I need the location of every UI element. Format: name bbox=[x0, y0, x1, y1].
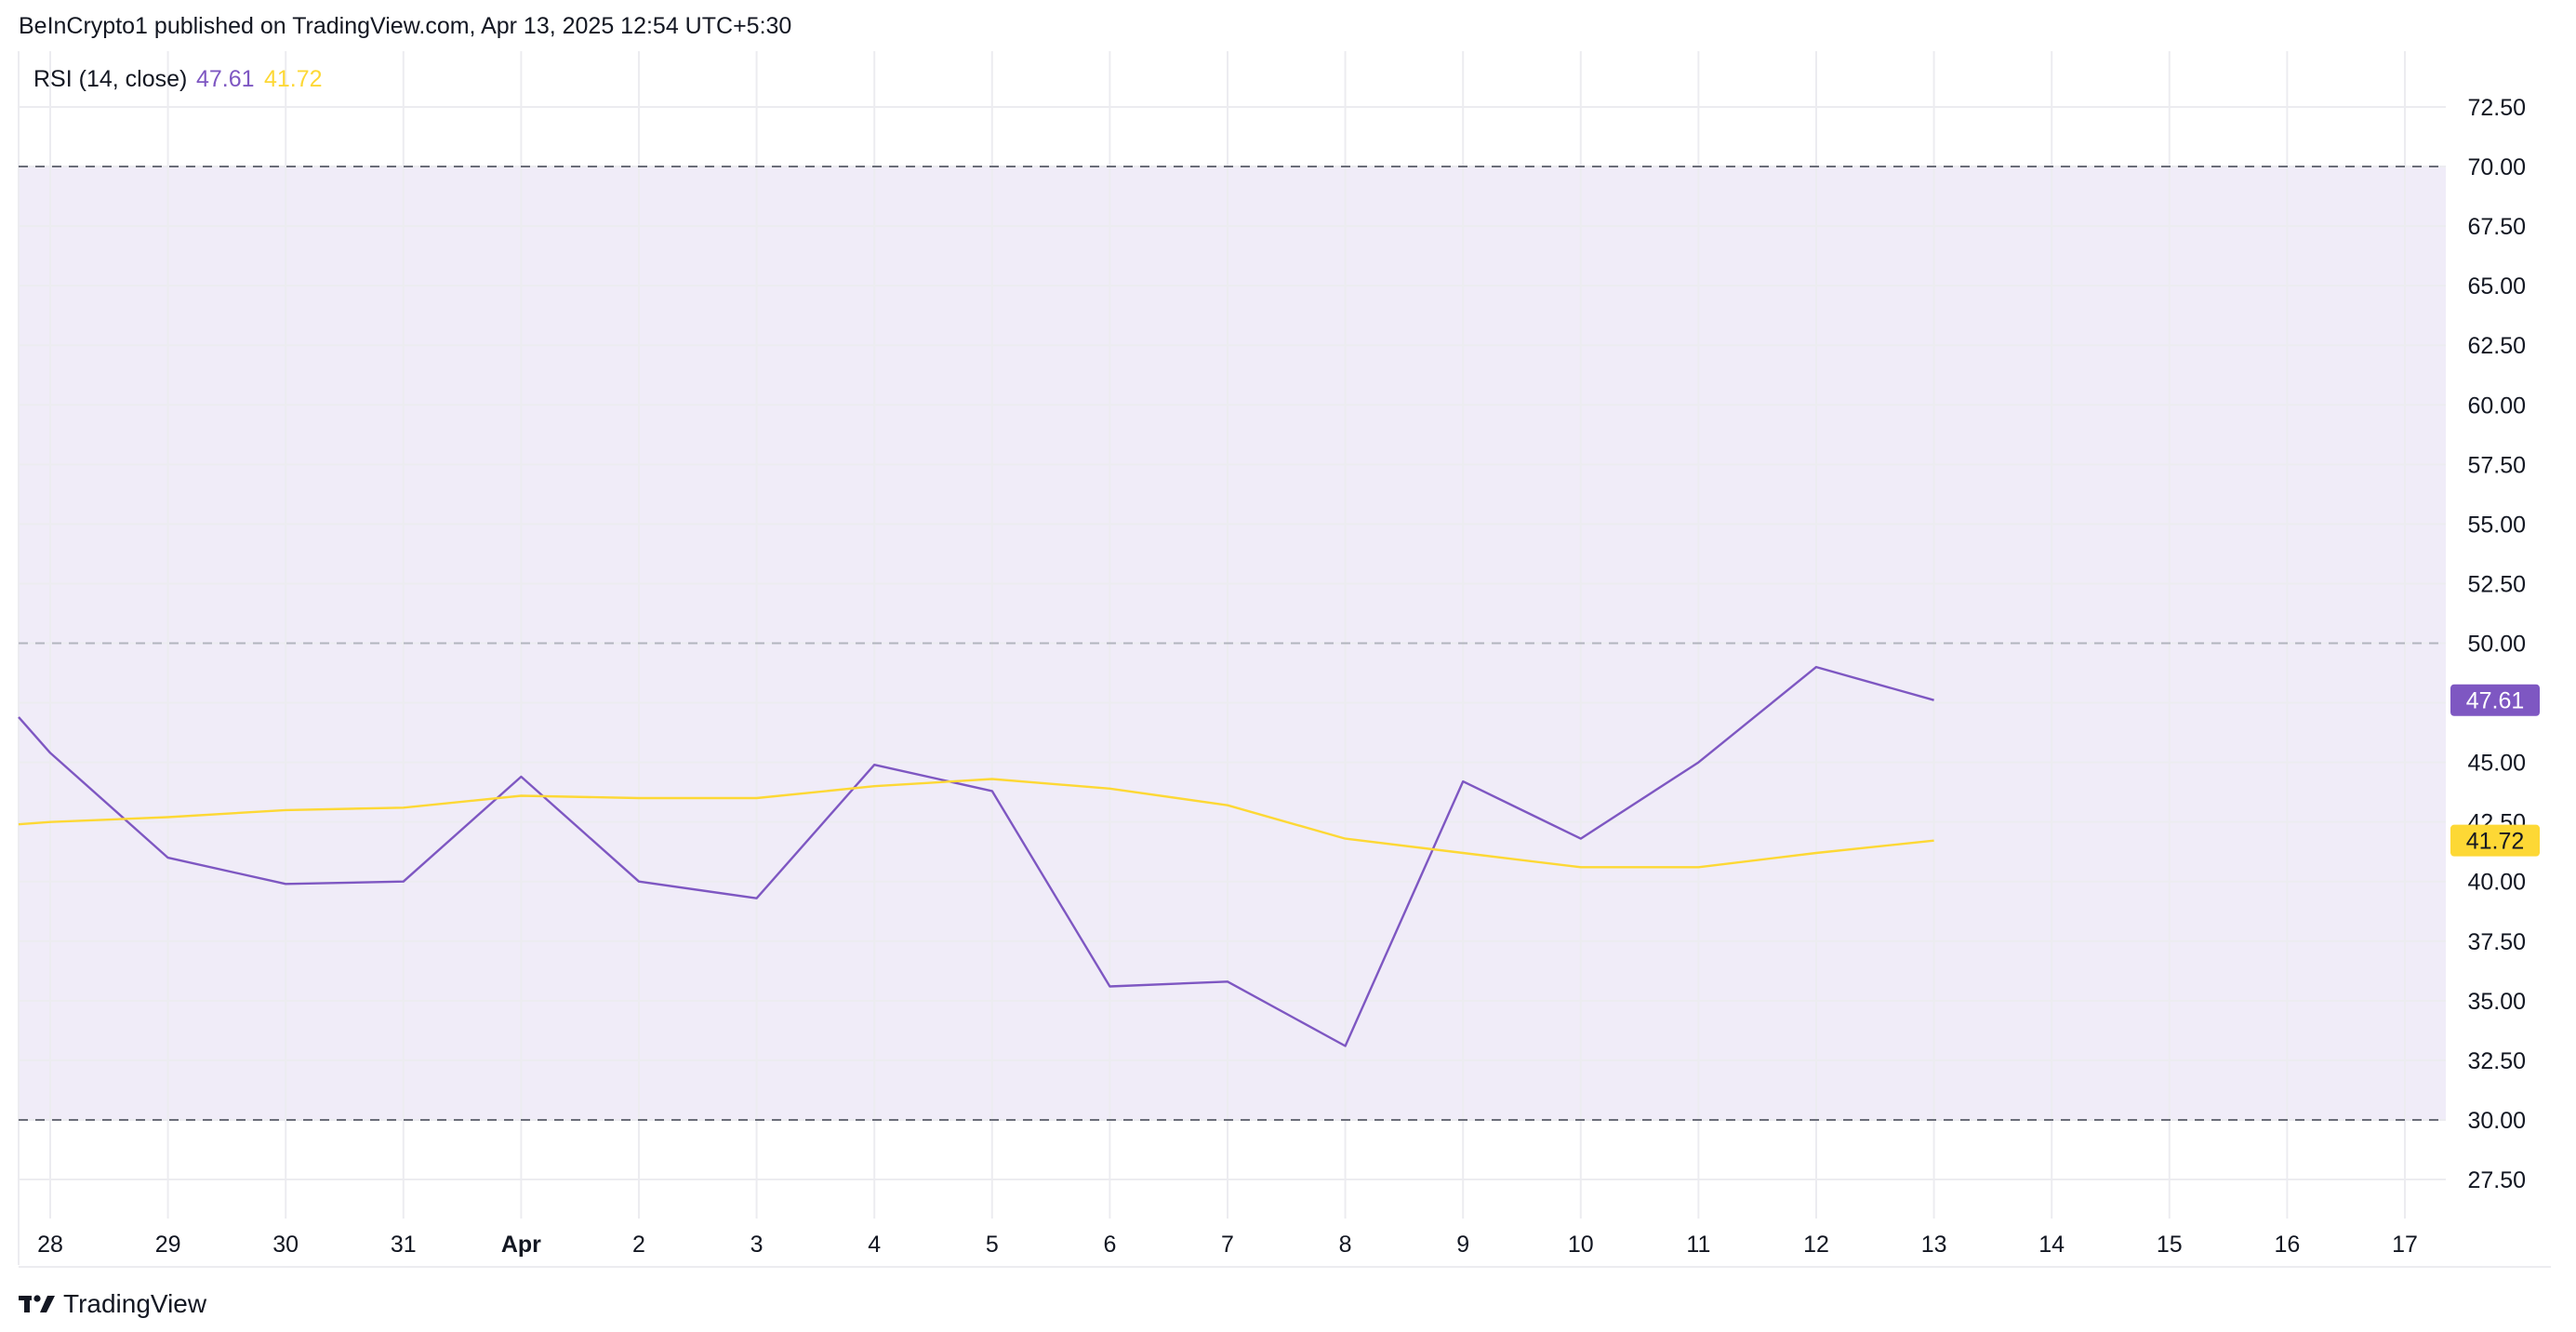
y-tick-label: 62.50 bbox=[2467, 333, 2526, 359]
tradingview-logo-icon bbox=[19, 1295, 55, 1312]
y-tick-label: 52.50 bbox=[2467, 571, 2526, 597]
y-tick-label: 72.50 bbox=[2467, 95, 2526, 121]
x-tick-label: 9 bbox=[1456, 1232, 1469, 1258]
x-tick-label: 12 bbox=[1803, 1232, 1829, 1258]
published-by-line: BeInCrypto1 published on TradingView.com… bbox=[19, 13, 792, 39]
y-tick-label: 32.50 bbox=[2467, 1048, 2526, 1074]
tradingview-brand[interactable]: TradingView bbox=[19, 1284, 206, 1325]
x-tick-label: 7 bbox=[1221, 1232, 1234, 1258]
x-tick-label: 30 bbox=[272, 1232, 299, 1258]
x-tick-label: 2 bbox=[632, 1232, 645, 1258]
ma-value-badge: 41.72 bbox=[2450, 824, 2540, 857]
x-tick-label: 11 bbox=[1686, 1232, 1710, 1258]
x-tick-label: 3 bbox=[750, 1232, 764, 1258]
x-tick-label: 5 bbox=[986, 1232, 999, 1258]
rsi-line bbox=[18, 665, 1934, 1047]
legend-title: RSI (14, close) bbox=[33, 66, 187, 92]
x-tick-label: 13 bbox=[1921, 1232, 1947, 1258]
legend-ma-value: 41.72 bbox=[264, 66, 323, 92]
rsi-value-badge: 47.61 bbox=[2450, 684, 2540, 716]
x-tick-label: 31 bbox=[391, 1232, 417, 1258]
y-tick-label: 30.00 bbox=[2467, 1108, 2526, 1134]
tradingview-wordmark: TradingView bbox=[63, 1289, 207, 1318]
svg-text:47.61: 47.61 bbox=[2466, 688, 2525, 714]
y-tick-label: 27.50 bbox=[2467, 1167, 2526, 1193]
y-tick-label: 70.00 bbox=[2467, 154, 2526, 180]
x-tick-label: 16 bbox=[2274, 1232, 2300, 1258]
x-tick-label: 14 bbox=[2038, 1232, 2065, 1258]
x-tick-label: Apr bbox=[501, 1232, 541, 1258]
y-tick-label: 55.00 bbox=[2467, 512, 2526, 538]
x-tick-label: 29 bbox=[155, 1232, 181, 1258]
x-tick-label: 15 bbox=[2157, 1232, 2183, 1258]
y-tick-label: 37.50 bbox=[2467, 929, 2526, 955]
y-tick-label: 50.00 bbox=[2467, 632, 2526, 658]
y-tick-label: 65.00 bbox=[2467, 273, 2526, 300]
x-tick-label: 10 bbox=[1568, 1232, 1594, 1258]
y-tick-label: 45.00 bbox=[2467, 751, 2526, 777]
y-tick-label: 57.50 bbox=[2467, 452, 2526, 478]
x-tick-label: 17 bbox=[2392, 1232, 2418, 1258]
x-tick-label: 4 bbox=[868, 1232, 881, 1258]
x-tick-label: 28 bbox=[37, 1232, 63, 1258]
legend-rsi-value: 47.61 bbox=[196, 66, 255, 92]
svg-text:41.72: 41.72 bbox=[2466, 829, 2525, 855]
y-tick-label: 35.00 bbox=[2467, 989, 2526, 1015]
y-tick-label: 40.00 bbox=[2467, 870, 2526, 896]
y-tick-label: 67.50 bbox=[2467, 214, 2526, 240]
y-tick-label: 60.00 bbox=[2467, 393, 2526, 419]
rsi-ma-line bbox=[18, 778, 1934, 869]
x-tick-label: 8 bbox=[1339, 1232, 1352, 1258]
x-tick-label: 6 bbox=[1103, 1232, 1116, 1258]
